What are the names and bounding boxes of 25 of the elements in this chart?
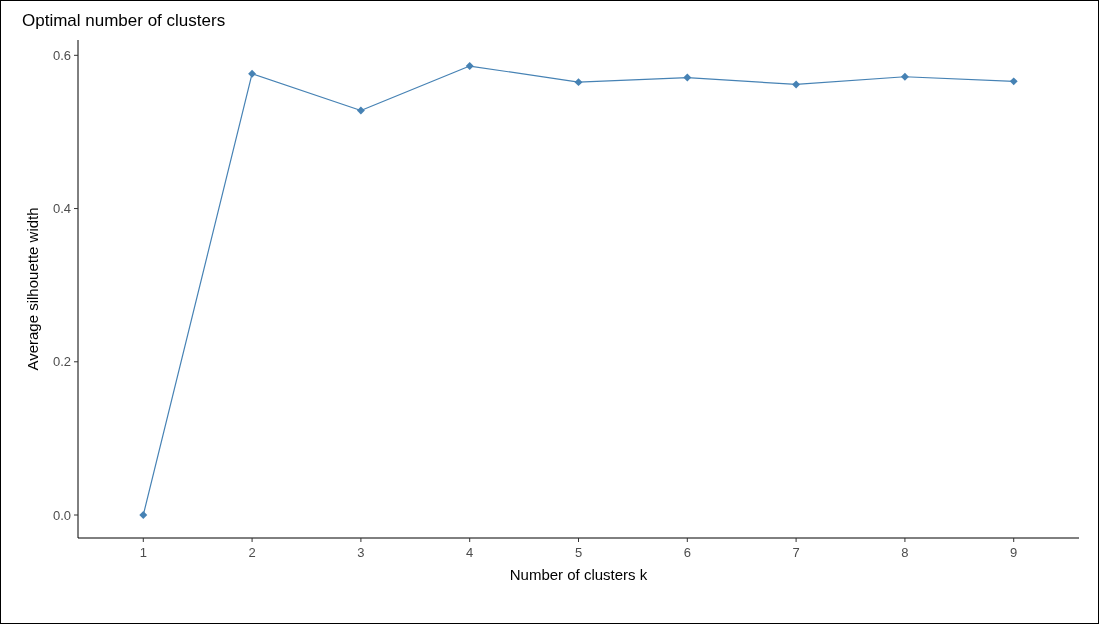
x-tick-label: 4 xyxy=(466,545,474,560)
y-tick-label: 0.2 xyxy=(52,354,71,370)
x-tick-label: 8 xyxy=(901,545,909,560)
x-tick-label: 7 xyxy=(792,545,800,560)
point xyxy=(465,62,474,71)
x-tick-label: 9 xyxy=(1010,545,1018,560)
x-tick-label: 3 xyxy=(357,545,365,560)
x-tick-label: 5 xyxy=(574,545,583,560)
chart-title: Optimal number of clusters xyxy=(22,11,226,30)
x-tick-label: 1 xyxy=(139,545,147,560)
point xyxy=(900,72,909,81)
point xyxy=(139,511,148,519)
x-tick-label: 2 xyxy=(248,545,256,560)
point xyxy=(574,78,583,87)
x-tick-label: 6 xyxy=(683,545,691,560)
y-axis-title: Average silhouette width xyxy=(24,207,41,371)
point xyxy=(248,69,257,78)
y-tick-label: 0.4 xyxy=(52,201,71,217)
y-tick-label: 0.6 xyxy=(52,47,71,63)
point xyxy=(1009,77,1018,86)
point xyxy=(356,106,365,115)
point xyxy=(683,73,692,82)
y-tick-label: 0.0 xyxy=(52,507,71,523)
point xyxy=(792,80,801,89)
x-axis-title: Number of clusters k xyxy=(509,566,648,583)
